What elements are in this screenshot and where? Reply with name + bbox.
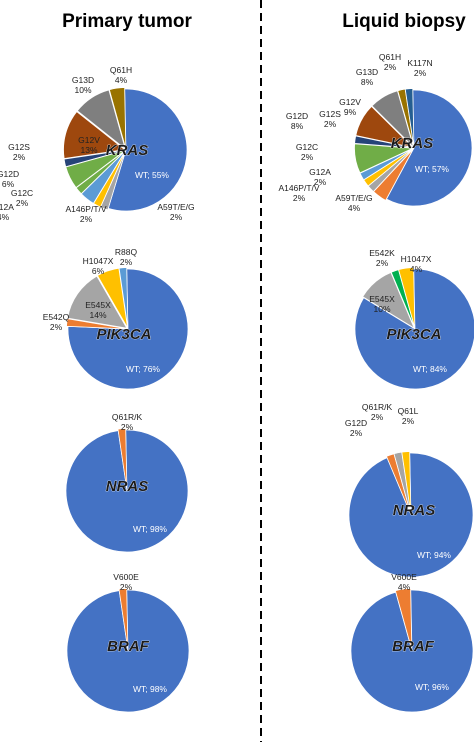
- nras-liquid-gene-label: NRAS: [393, 502, 436, 519]
- kras-primary-slice-q61h: [109, 87, 127, 149]
- nras-liquid-label-q61r-k: Q61R/K 2%: [362, 402, 393, 422]
- nras-primary-slice-wt: [65, 429, 189, 553]
- kras-liquid-label-g12a: G12A 2%: [309, 167, 331, 187]
- liquid-biopsy-title: Liquid biopsy: [342, 11, 466, 32]
- braf-liquid-gene-label: BRAF: [392, 638, 434, 655]
- kras-liquid-slice-g12s: [354, 135, 413, 149]
- pik3ca-liquid-slice-h1047x: [398, 267, 416, 328]
- nras-primary-gene-label: NRAS: [106, 478, 149, 495]
- kras-primary-label-g12c: G12C 2%: [11, 188, 33, 208]
- braf-liquid-label-v600e: V600E 4%: [391, 572, 417, 592]
- kras-liquid-slice-wt: [386, 89, 473, 207]
- pik3ca-primary-gene-label: PIK3CA: [96, 326, 151, 343]
- braf-primary-slice-v600e: [118, 588, 129, 650]
- kras-liquid-label-a146p-t-v: A146P/T/V 2%: [278, 183, 319, 203]
- kras-primary-label-g12v: G12V 13%: [78, 135, 100, 155]
- braf-primary-wt-label: WT; 98%: [133, 684, 167, 694]
- kras-primary-label-a146p-t-v: A146P/T/V 2%: [65, 204, 106, 224]
- kras-primary-wt-label: WT; 55%: [135, 170, 169, 180]
- kras-liquid-slice-g12v: [355, 105, 414, 148]
- kras-liquid-label-g12d: G12D 8%: [286, 111, 308, 131]
- pik3ca-liquid-label-e542k: E542K 2%: [369, 248, 395, 268]
- pik3ca-primary-slice-r88q: [118, 267, 129, 328]
- pik3ca-primary-slice-h1047x: [97, 267, 128, 328]
- kras-liquid-label-g13d: G13D 8%: [356, 67, 378, 87]
- braf-liquid-wt-label: WT; 96%: [415, 682, 449, 692]
- kras-liquid-label-k117n: K117N 2%: [407, 58, 432, 78]
- kras-primary-label-g12a: G12A4%: [0, 202, 14, 222]
- braf-liquid-pie: V600E 4% BRAF WT; 96%: [350, 572, 474, 713]
- kras-primary-slice-g12v: [63, 111, 126, 159]
- kras-primary-label-q61h: Q61H 4%: [110, 65, 132, 85]
- nras-liquid-label-q61l: Q61L 2%: [398, 406, 419, 426]
- kras-primary-slice-g12c: [75, 150, 126, 195]
- pik3ca-primary-label-r88q: R88Q 2%: [115, 247, 138, 267]
- pik3ca-liquid-label-h1047x: H1047X 4%: [401, 254, 432, 274]
- braf-liquid-slice-v600e: [395, 588, 413, 650]
- kras-primary-slice-g12s: [63, 149, 125, 168]
- pik3ca-primary-slice-e545x: [67, 275, 128, 329]
- pik3ca-primary-label-h1047x: H1047X 6%: [83, 256, 114, 276]
- pik3ca-liquid-pie: E545X 10% E542K 2% H1047X 4% PIK3CA WT; 84%: [354, 248, 474, 390]
- pik3ca-primary-wt-label: WT; 76%: [126, 364, 160, 374]
- nras-liquid-slice-q61l: [401, 451, 412, 514]
- kras-liquid-slice-g12c: [359, 148, 413, 181]
- kras-liquid-label-g12s: G12S 2%: [319, 109, 341, 129]
- pik3ca-primary-pie: E542Q 2% E545X 14% H1047X 6%R88Q 2% PIK3CA WT; 7…: [43, 247, 189, 390]
- braf-liquid-slice-wt: [350, 589, 474, 713]
- kras-liquid-label-g12v: G12V 9%: [339, 97, 361, 117]
- nras-primary-wt-label: WT; 98%: [133, 524, 167, 534]
- braf-primary-gene-label: BRAF: [107, 638, 149, 655]
- nras-liquid-pie: G12D 2%Q61R/K 2%Q61L 2% NRAS WT; 94%: [345, 402, 474, 578]
- kras-primary-gene-label: KRAS: [106, 142, 149, 159]
- pik3ca-liquid-slice-e545x: [362, 272, 415, 329]
- nras-liquid-wt-label: WT; 94%: [417, 550, 451, 560]
- pik3ca-primary-slice-e542q: [66, 318, 127, 330]
- kras-primary-label-g12d: G12D 6%: [0, 169, 19, 189]
- nras-primary-pie: Q61R/K 2% NRAS WT; 98%: [65, 412, 189, 553]
- kras-liquid-label-q61h: Q61H 2%: [379, 52, 401, 72]
- kras-primary-label-g12s: G12S 2%: [8, 142, 30, 162]
- kras-liquid-label-g12c: G12C 2%: [296, 142, 318, 162]
- kras-primary-slice-g12d: [65, 150, 125, 188]
- pik3ca-primary-label-e545x: E545X 14%: [85, 300, 111, 320]
- braf-primary-label-v600e: V600E 2%: [113, 572, 139, 592]
- kras-liquid-slice-k117n: [404, 88, 415, 147]
- pik3ca-primary-label-e542q: E542Q 2%: [43, 312, 70, 332]
- nras-primary-label-q61r-k: Q61R/K 2%: [112, 412, 143, 432]
- pik3ca-liquid-label-e545x: E545X 10%: [369, 294, 395, 314]
- nras-liquid-slice-wt: [348, 452, 474, 578]
- pik3ca-liquid-wt-label: WT; 84%: [413, 364, 447, 374]
- kras-primary-label-g13d: G13D 10%: [72, 75, 94, 95]
- kras-primary-slice-wt: [107, 88, 188, 212]
- kras-liquid-label-a59t-e-g: A59T/E/G 4%: [335, 193, 372, 213]
- nras-primary-slice-q61r-k: [117, 428, 128, 490]
- braf-primary-slice-wt: [66, 589, 190, 713]
- kras-primary-slice-g13d: [76, 89, 126, 150]
- kras-liquid-slice-g12d: [354, 143, 414, 174]
- kras-liquid-pie: A59T/E/G 4% A146P/T/V 2%G12A 2% G12C 2% G12D 8% G…: [278, 52, 473, 213]
- pie-charts: A59T/E/G2%A146P/T/V2%G12A4%G12C2%G12D6%G…: [0, 52, 474, 713]
- pik3ca-primary-slice-wt: [67, 268, 189, 390]
- kras-liquid-slice-g13d: [371, 90, 414, 148]
- primary-tumor-title: Primary tumor: [62, 11, 192, 32]
- kras-liquid-wt-label: WT; 57%: [415, 164, 449, 174]
- pik3ca-liquid-gene-label: PIK3CA: [386, 326, 441, 343]
- braf-primary-pie: V600E 2% BRAF WT; 98%: [66, 572, 190, 713]
- nras-liquid-label-g12d: G12D 2%: [345, 418, 367, 438]
- pik3ca-liquid-slice-wt: [354, 268, 474, 390]
- kras-primary-label-a59t-e-g: A59T/E/G 2%: [157, 202, 194, 222]
- kras-liquid-gene-label: KRAS: [391, 135, 434, 152]
